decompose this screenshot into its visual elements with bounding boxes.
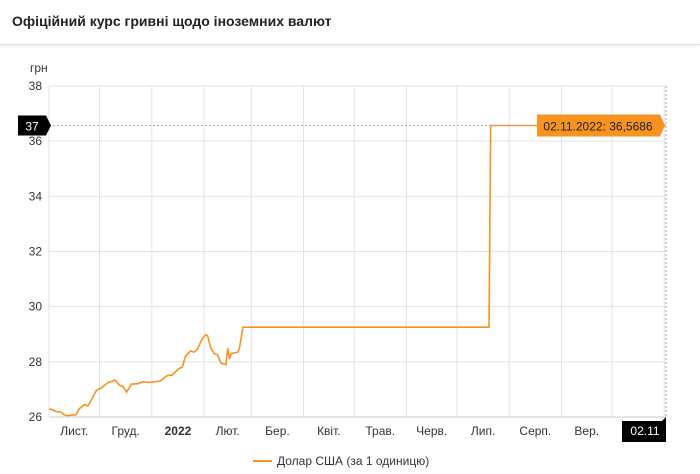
tooltip-box — [537, 114, 665, 137]
x-tick-label: Груд. — [112, 424, 140, 438]
header: Офіційний курс гривні щодо іноземних вал… — [0, 0, 700, 45]
y-crosshair-badge — [18, 115, 51, 136]
legend-item-usd[interactable]: Долар США (за 1 одиницю) — [277, 454, 429, 468]
x-tick-label: Лют. — [216, 424, 240, 438]
y-crosshair-label: 37 — [25, 119, 39, 133]
x-tick-label: Серп. — [519, 424, 551, 438]
x-tick-label: Квіт. — [317, 424, 341, 438]
series-line-usd — [48, 124, 666, 417]
y-tick-label: 30 — [29, 300, 43, 314]
x-tick-label: 2022 — [165, 424, 192, 438]
x-crosshair-label: 02.11 — [630, 424, 659, 438]
y-tick-label: 28 — [29, 355, 43, 369]
x-tick-label: Лист. — [60, 424, 88, 438]
x-tick-label: Бер. — [265, 424, 290, 438]
y-tick-label: 38 — [29, 79, 43, 93]
page-title: Офіційний курс гривні щодо іноземних вал… — [12, 13, 332, 29]
y-axis-label: грн — [30, 61, 48, 75]
y-tick-label: 26 — [29, 410, 43, 424]
x-tick-label: Лип. — [471, 424, 495, 438]
x-crosshair-badge — [622, 417, 666, 442]
x-tick-label: Черв. — [416, 424, 447, 438]
x-tick-label: Вер. — [574, 424, 599, 438]
y-tick-label: 32 — [29, 245, 43, 259]
x-tick-label: Трав. — [365, 424, 395, 438]
tooltip-text: 02.11.2022: 36,5686 — [543, 119, 653, 133]
y-tick-label: 36 — [29, 134, 43, 148]
y-tick-label: 34 — [29, 189, 43, 203]
